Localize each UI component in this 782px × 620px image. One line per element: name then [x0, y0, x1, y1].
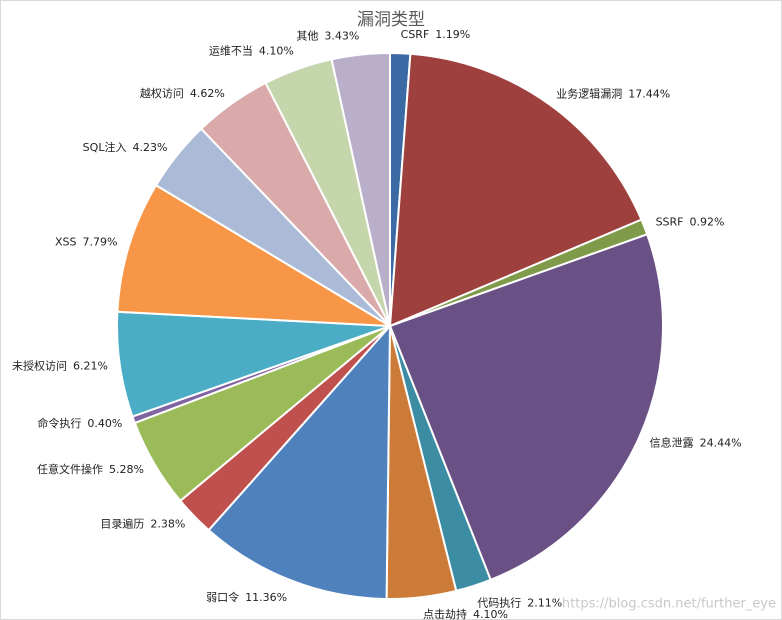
category-name: 点击劫持 [423, 607, 467, 620]
value-label: 2.38% [150, 517, 185, 530]
value-label: 0.40% [87, 417, 122, 430]
slice-label: 信息泄露 24.44% [650, 436, 742, 450]
category-name: XSS [55, 236, 77, 249]
category-name: 代码执行 [477, 595, 521, 609]
category-name: 弱口令 [206, 590, 239, 604]
slice-label: 命令执行 0.40% [37, 416, 122, 430]
slice-label: 业务逻辑漏洞 17.44% [556, 86, 670, 100]
value-label: 4.10% [473, 608, 508, 620]
value-label: 6.21% [73, 360, 108, 373]
chart-title: 漏洞类型 [357, 10, 425, 30]
category-name: SQL注入 [83, 140, 127, 154]
value-label: 4.62% [190, 87, 225, 100]
category-name: 未授权访问 [12, 359, 67, 373]
value-label: 7.79% [83, 236, 118, 249]
value-label: 0.92% [690, 216, 725, 229]
slice-label: 目录遍历 2.38% [100, 517, 185, 530]
slice-label: 弱口令 11.36% [206, 590, 287, 604]
category-name: CSRF [401, 28, 430, 41]
value-label: 17.44% [628, 87, 670, 100]
pie-slice [207, 323, 392, 600]
category-name: SSRF [656, 216, 684, 229]
category-name: 其他 [296, 30, 318, 43]
slice-label: CSRF 1.19% [401, 28, 471, 41]
slice-label: 未授权访问 6.21% [12, 359, 108, 373]
slice-label: 代码执行 2.11% [477, 595, 562, 609]
value-label: 4.10% [259, 45, 294, 58]
value-label: 2.11% [527, 596, 562, 609]
category-name: 命令执行 [37, 416, 81, 430]
pie-slice [116, 183, 391, 327]
slice-label: SSRF 0.92% [656, 216, 725, 229]
value-label: 11.36% [245, 591, 287, 604]
slice-label: SQL注入 4.23% [83, 140, 168, 154]
value-label: 4.23% [132, 141, 167, 154]
value-label: 24.44% [700, 437, 742, 450]
slice-label: 任意文件操作 5.28% [37, 462, 144, 476]
pie-slice [330, 51, 391, 327]
category-name: 越权访问 [140, 86, 184, 100]
pie-slice [388, 233, 664, 582]
watermark: https://blog.csdn.net/further_eye [562, 597, 776, 612]
value-label: 5.28% [109, 463, 144, 476]
slice-label: 点击劫持 4.10% [423, 607, 508, 620]
value-label: 1.19% [435, 28, 470, 41]
value-label: 3.43% [324, 30, 359, 43]
slice-label: 其他 3.43% [296, 30, 359, 43]
slice-label: 运维不当 4.10% [209, 44, 294, 58]
pie-slice [388, 52, 643, 328]
category-name: 业务逻辑漏洞 [556, 86, 622, 100]
category-name: 任意文件操作 [37, 462, 103, 476]
slice-label: 越权访问 4.62% [140, 86, 225, 100]
slice-label: XSS 7.79% [55, 236, 117, 249]
category-name: 信息泄露 [650, 436, 694, 450]
category-name: 运维不当 [209, 44, 253, 58]
category-name: 目录遍历 [100, 517, 144, 530]
